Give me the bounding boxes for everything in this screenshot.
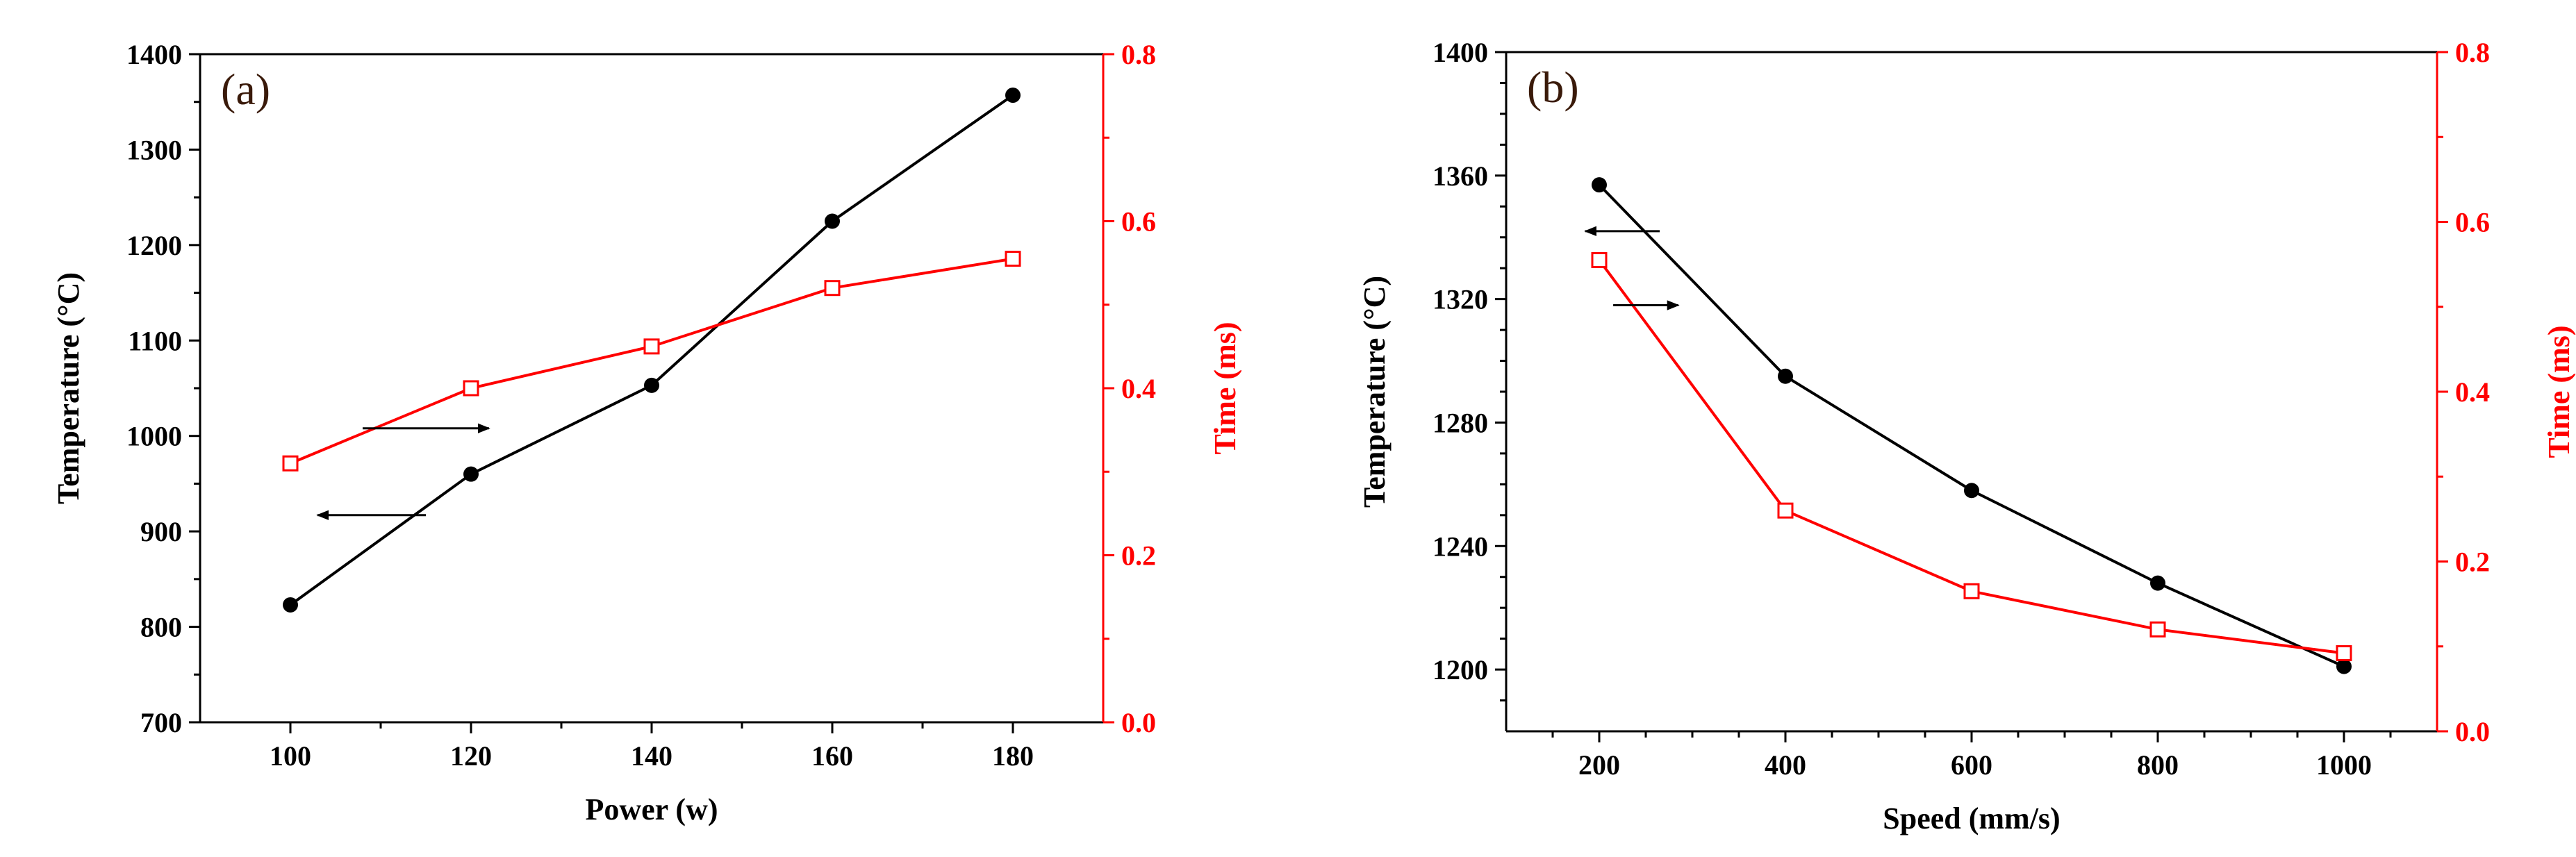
temperature-data-point <box>1592 177 1607 193</box>
x-tick-label: 160 <box>811 740 853 772</box>
temperature-data-point <box>1778 368 1793 384</box>
y-right-tick-label: 0.6 <box>2455 207 2490 238</box>
x-tick-label: 1000 <box>2316 749 2372 781</box>
y-right-axis-title: Time (ms) <box>1208 322 1242 454</box>
x-tick-label: 100 <box>270 740 311 772</box>
temperature-data-point <box>1005 88 1021 103</box>
time-data-point <box>2336 645 2352 662</box>
y-left-tick-label: 1300 <box>126 134 182 165</box>
y-right-tick-label: 0.0 <box>1121 707 1156 738</box>
y-right-tick-label: 0.4 <box>2455 376 2490 408</box>
x-axis-title: Power (w) <box>586 792 718 826</box>
time-data-point <box>1777 502 1794 519</box>
time-data-point <box>282 455 299 472</box>
panel-label: (b) <box>1527 63 1579 112</box>
y-right-axis-title: Time (ms) <box>2542 325 2576 458</box>
panel-label: (a) <box>221 65 270 114</box>
y-left-tick-label: 1320 <box>1433 284 1488 315</box>
temperature-data-point <box>644 377 659 393</box>
time-data-point <box>1005 251 1021 267</box>
temperature-data-point <box>283 597 298 613</box>
temperature-data-point <box>463 466 479 482</box>
x-axis-title: Speed (mm/s) <box>1883 801 2060 835</box>
x-tick-label: 400 <box>1765 749 1806 781</box>
temperature-data-point <box>825 213 840 229</box>
y-left-tick-label: 1200 <box>1433 654 1488 685</box>
time-data-point <box>1591 252 1608 269</box>
y-left-tick-label: 1280 <box>1433 407 1488 438</box>
temperature-data-point <box>2336 658 2352 674</box>
y-right-tick-label: 0.2 <box>1121 540 1156 572</box>
y-left-tick-label: 1360 <box>1433 160 1488 192</box>
x-tick-label: 140 <box>631 740 672 772</box>
y-left-tick-label: 700 <box>140 707 182 738</box>
time-data-point <box>2149 621 2166 638</box>
y-left-tick-label: 1400 <box>1433 37 1488 68</box>
x-tick-label: 180 <box>992 740 1034 772</box>
time-data-point <box>643 338 660 355</box>
y-left-tick-label: 1400 <box>126 39 182 70</box>
x-tick-label: 120 <box>450 740 492 772</box>
y-left-axis-title: Temperature (°C) <box>1357 276 1392 508</box>
y-right-tick-label: 0.0 <box>2455 716 2490 747</box>
y-right-tick-label: 0.2 <box>2455 547 2490 578</box>
y-right-tick-label: 0.8 <box>2455 37 2490 68</box>
y-left-axis-title: Temperature (°C) <box>51 272 85 504</box>
x-tick-label: 200 <box>1578 749 1620 781</box>
y-left-tick-label: 800 <box>140 612 182 643</box>
y-left-tick-label: 900 <box>140 516 182 547</box>
panel-a-chart: 100 120 140 160 180 700 800 900 1000 1100 1200 1300… <box>51 39 1242 826</box>
y-left-tick-label: 1240 <box>1433 531 1488 562</box>
y-right-tick-label: 0.4 <box>1121 373 1156 404</box>
time-data-point <box>824 280 841 297</box>
temperature-data-point <box>1964 483 1979 499</box>
x-tick-label: 600 <box>1951 749 1992 781</box>
y-right-tick-label: 0.8 <box>1121 39 1156 70</box>
y-left-tick-label: 1000 <box>126 421 182 452</box>
time-data-point <box>1963 583 1980 599</box>
time-data-point <box>463 380 479 397</box>
y-left-tick-label: 1200 <box>126 230 182 261</box>
panel-b-chart: 200 400 600 800 1000 1200 1240 1280 1320 1360 1400… <box>1357 37 2576 835</box>
temperature-data-point <box>2150 575 2165 591</box>
y-left-tick-label: 1100 <box>128 325 182 356</box>
time-series-line <box>290 257 1014 465</box>
y-right-tick-label: 0.6 <box>1121 206 1156 238</box>
x-tick-label: 800 <box>2137 749 2179 781</box>
